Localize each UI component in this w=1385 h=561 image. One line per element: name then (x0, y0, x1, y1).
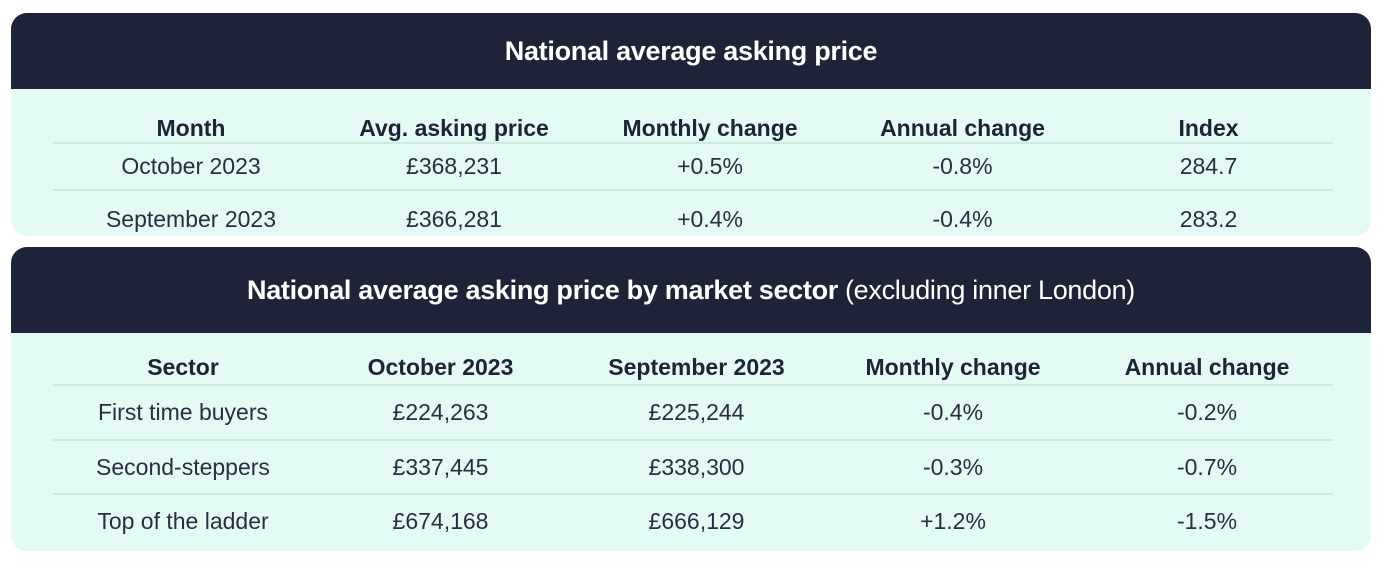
table-cell: £338,300 (568, 440, 825, 495)
table-cell: +0.5% (579, 143, 841, 191)
table-cell: -0.4% (825, 385, 1081, 441)
table-cell: £225,244 (568, 385, 825, 441)
table-row: October 2023 £368,231 +0.5% -0.8% 284.7 (53, 143, 1333, 191)
table-cell: 283.2 (1179, 205, 1238, 232)
table-cell: £368,231 (329, 143, 579, 191)
market-sector-table: Sector October 2023 September 2023 Month… (53, 350, 1333, 548)
column-header: Monthly change (825, 350, 1081, 386)
asking-price-table: Month Avg. asking price Monthly change A… (53, 115, 1333, 236)
table-cell: Second-steppers (53, 440, 313, 495)
table-cell: -0.2% (1081, 385, 1333, 441)
table-header-row: Month Avg. asking price Monthly change A… (53, 115, 1333, 144)
table-cell: -0.3% (825, 440, 1081, 495)
table-row: First time buyers £224,263 £225,244 -0.4… (53, 385, 1333, 441)
table-cell: First time buyers (53, 385, 313, 441)
table-row: September 2023 £366,281 +0.4% -0.4% 283.… (53, 190, 1333, 236)
market-sector-subtitle: (excluding inner London) (844, 274, 1135, 305)
column-header: Annual change (1081, 350, 1333, 386)
table-cell: September 2023 (105, 205, 277, 232)
column-header: Month (53, 115, 329, 144)
table-cell: £674,168 (392, 508, 489, 534)
asking-price-banner: National average asking price (11, 13, 1371, 89)
market-sector-title: National average asking price by market … (247, 274, 838, 305)
table-cell: -0.7% (1081, 440, 1333, 495)
asking-price-title: National average asking price (504, 35, 878, 66)
table-header-row: Sector October 2023 September 2023 Month… (53, 350, 1333, 386)
table-cell: 284.7 (1084, 143, 1333, 191)
column-header: Sector (53, 350, 313, 386)
column-header: October 2023 (313, 350, 568, 386)
column-header: Avg. asking price (329, 115, 579, 144)
table-cell: £666,129 (648, 508, 745, 534)
column-header: Monthly change (579, 115, 841, 144)
table-cell: -0.4% (932, 205, 993, 232)
table-cell: +1.2% (920, 508, 986, 534)
column-header: Index (1084, 115, 1333, 144)
table-cell: +0.4% (677, 205, 743, 232)
asking-price-panel: National average asking price Month Avg.… (11, 13, 1371, 236)
table-cell: Top of the ladder (97, 508, 269, 534)
table-row: Top of the ladder £674,168 £666,129 +1.2… (53, 494, 1333, 548)
table-cell: £337,445 (313, 440, 568, 495)
table-cell: -1.5% (1176, 508, 1238, 534)
market-sector-banner: National average asking price by market … (11, 247, 1371, 333)
table-cell: October 2023 (53, 143, 329, 191)
table-row: Second-steppers £337,445 £338,300 -0.3% … (53, 440, 1333, 495)
table-cell: £366,281 (406, 205, 502, 232)
table-cell: £224,263 (313, 385, 568, 441)
column-header: September 2023 (568, 350, 825, 386)
column-header: Annual change (841, 115, 1084, 144)
market-sector-panel: National average asking price by market … (11, 247, 1371, 551)
table-cell: -0.8% (841, 143, 1084, 191)
